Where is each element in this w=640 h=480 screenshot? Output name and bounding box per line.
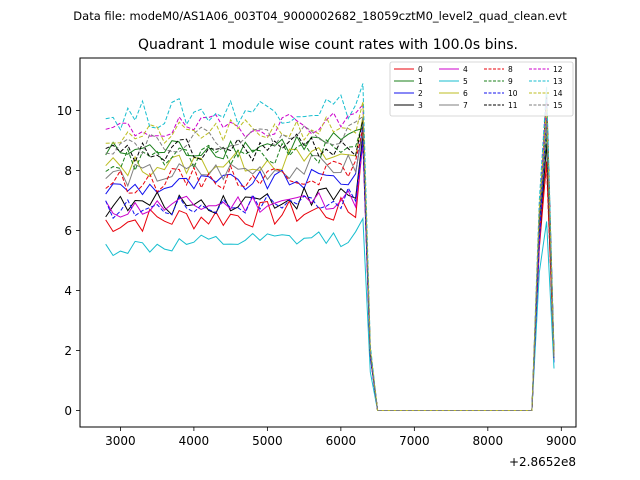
series-line-0 [105, 140, 555, 411]
series-line-13 [105, 83, 555, 411]
legend-label-12: 12 [553, 65, 563, 74]
series-line-10 [105, 116, 555, 411]
legend-label-0: 0 [418, 65, 423, 74]
series-line-15 [105, 115, 555, 411]
legend-label-6: 6 [463, 89, 468, 98]
series-line-11 [105, 92, 555, 411]
legend-label-13: 13 [553, 77, 563, 86]
y-tick-label: 4 [64, 284, 72, 298]
y-axis-ticks: 0 2 4 6 8 10 [57, 104, 80, 418]
suptitle: Data file: modeM0/AS1A06_003T04_90000026… [73, 9, 567, 23]
x-tick-label: 6000 [326, 434, 357, 448]
legend-label-8: 8 [508, 65, 513, 74]
y-tick-label: 0 [64, 404, 72, 418]
legend-label-7: 7 [463, 101, 468, 110]
legend-label-5: 5 [463, 77, 468, 86]
y-tick-label: 8 [64, 164, 72, 178]
x-offset-text: +2.8652e8 [509, 455, 576, 469]
y-tick-label: 6 [64, 224, 72, 238]
legend-label-3: 3 [418, 101, 423, 110]
x-tick-label: 9000 [546, 434, 577, 448]
x-axis-ticks: 3000 4000 5000 6000 7000 8000 9000 [105, 427, 577, 448]
x-tick-label: 4000 [179, 434, 210, 448]
x-tick-label: 3000 [105, 434, 136, 448]
y-tick-label: 2 [64, 344, 72, 358]
legend-frame [389, 61, 574, 117]
legend-label-1: 1 [418, 77, 423, 86]
legend-label-2: 2 [418, 89, 423, 98]
legend-label-14: 14 [553, 89, 563, 98]
series-lines [105, 83, 555, 411]
plot-area [79, 57, 577, 428]
x-tick-label: 5000 [252, 434, 283, 448]
series-line-6 [105, 107, 555, 411]
series-line-9 [105, 122, 555, 411]
series-line-8 [105, 128, 555, 411]
x-tick-label: 8000 [473, 434, 504, 448]
series-line-1 [105, 98, 555, 411]
plot-frame [79, 57, 577, 428]
series-line-5 [105, 216, 555, 411]
x-tick-label: 7000 [399, 434, 430, 448]
chart-title: Quadrant 1 module wise count rates with … [138, 37, 518, 53]
legend-label-4: 4 [463, 65, 468, 74]
series-line-4 [105, 101, 555, 411]
y-tick-label: 10 [57, 104, 72, 118]
series-line-7 [105, 122, 555, 411]
series-line-14 [105, 101, 555, 411]
legend-label-9: 9 [508, 77, 513, 86]
series-line-12 [105, 98, 555, 411]
legend-label-15: 15 [553, 101, 563, 110]
legend-label-10: 10 [508, 89, 518, 98]
legend-label-11: 11 [508, 101, 518, 110]
